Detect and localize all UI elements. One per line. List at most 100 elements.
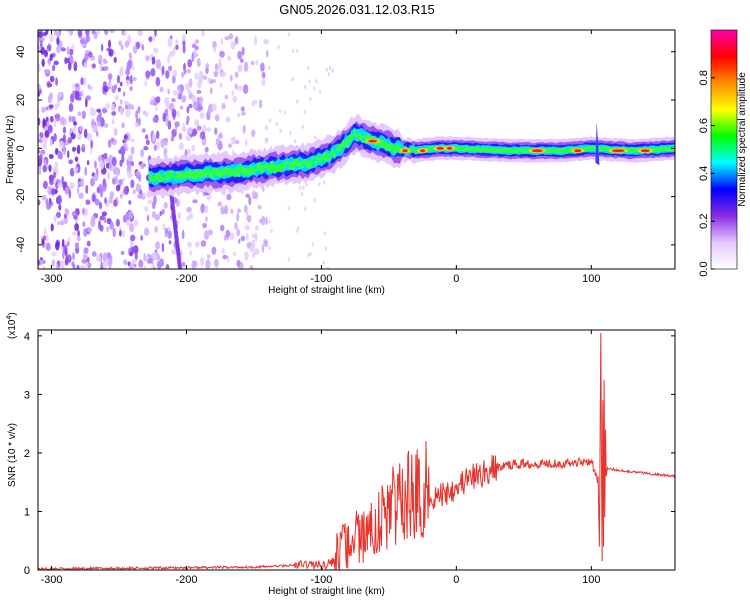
ridge-dot — [150, 172, 155, 177]
ridge-dot — [156, 172, 160, 176]
noise-speckle — [41, 194, 47, 201]
noise-speckle — [181, 95, 187, 103]
noise-speckle — [234, 71, 239, 78]
noise-speckle — [225, 229, 231, 238]
noise-speckle — [122, 177, 126, 182]
noise-speckle — [194, 119, 200, 127]
noise-speckle — [38, 170, 42, 175]
noise-speckle — [187, 241, 193, 248]
noise-speckle — [165, 264, 170, 269]
noise-speckle — [147, 199, 153, 204]
noise-speckle — [46, 44, 52, 52]
noise-speckle — [79, 125, 83, 132]
noise-speckle — [313, 86, 316, 91]
noise-speckle — [264, 137, 269, 144]
noise-speckle — [67, 150, 70, 159]
noise-speckle — [41, 58, 45, 67]
noise-speckle — [103, 85, 109, 93]
noise-speckle — [125, 79, 130, 86]
noise-speckle — [188, 103, 193, 109]
noise-speckle — [143, 146, 149, 151]
snr-xtick-label: 0 — [453, 574, 459, 586]
noise-speckle — [154, 30, 157, 37]
noise-speckle — [78, 181, 81, 186]
noise-speckle — [114, 95, 120, 101]
noise-speckle — [177, 211, 182, 220]
noise-speckle — [90, 177, 95, 187]
ridge-dot — [345, 144, 349, 148]
noise-speckle — [68, 189, 72, 199]
noise-speckle — [40, 46, 45, 55]
noise-speckle — [304, 84, 307, 90]
noise-speckle — [55, 113, 61, 122]
noise-speckle — [127, 154, 133, 162]
noise-speckle — [51, 64, 56, 72]
noise-speckle — [226, 193, 232, 201]
ridge-hotspot — [446, 146, 453, 150]
figure-title: GN05.2026.031.12.03.R15 — [279, 2, 434, 17]
noise-speckle — [192, 260, 198, 268]
noise-speckle — [112, 227, 116, 238]
noise-speckle — [287, 206, 290, 211]
noise-speckle — [120, 44, 124, 51]
noise-speckle — [106, 226, 110, 233]
ridge-band-4 — [148, 129, 675, 183]
noise-speckle — [213, 46, 217, 53]
noise-speckle — [232, 95, 238, 103]
noise-speckle — [83, 247, 89, 254]
ridge-dot — [183, 177, 187, 182]
noise-speckle — [186, 115, 190, 123]
colorbar-label: Normalized spectral amplitude — [737, 72, 748, 207]
noise-speckle — [196, 89, 202, 94]
noise-speckle — [110, 137, 115, 143]
noise-speckle — [228, 33, 234, 40]
noise-speckle — [103, 66, 108, 72]
noise-speckle — [240, 106, 245, 112]
noise-speckle — [55, 77, 58, 86]
noise-speckle — [59, 116, 66, 126]
noise-speckle — [120, 250, 125, 256]
noise-speckle — [128, 200, 132, 205]
ridge-dot — [167, 176, 171, 180]
noise-speckle — [232, 251, 237, 256]
noise-speckle — [79, 38, 85, 45]
noise-speckle — [125, 109, 131, 118]
noise-speckle — [123, 259, 128, 266]
ridge-dot — [323, 157, 328, 161]
heatmap-xlabel: Height of straight line (km) — [268, 285, 385, 296]
noise-streak — [177, 266, 183, 269]
noise-speckle — [169, 102, 175, 111]
noise-speckle — [49, 115, 54, 123]
noise-speckle — [64, 57, 68, 65]
noise-speckle — [113, 199, 118, 207]
noise-speckle — [150, 68, 156, 77]
noise-speckle — [198, 70, 204, 80]
noise-speckle — [161, 208, 165, 215]
noise-speckle — [73, 121, 78, 126]
noise-speckle — [235, 140, 240, 145]
noise-speckle — [323, 180, 326, 185]
noise-speckle — [140, 235, 143, 241]
ridge-dot — [226, 167, 231, 172]
noise-speckle — [234, 83, 238, 90]
noise-speckle — [325, 67, 328, 72]
noise-speckle — [318, 182, 321, 187]
signal-ridge — [148, 114, 675, 199]
noise-speckle — [300, 191, 304, 197]
noise-speckle — [68, 102, 74, 112]
noise-speckle — [122, 91, 126, 97]
noise-speckle — [145, 139, 150, 146]
noise-speckle — [215, 138, 220, 146]
noise-speckle — [313, 198, 316, 203]
noise-speckle — [160, 138, 165, 148]
noise-speckle — [105, 103, 110, 109]
ridge-hotspot — [436, 146, 444, 150]
noise-speckle — [155, 59, 162, 69]
noise-speckle — [83, 254, 87, 261]
snr-ytick-label: 1 — [24, 506, 30, 518]
noise-speckle — [167, 88, 170, 95]
noise-speckle — [144, 80, 147, 87]
noise-speckle — [206, 127, 211, 132]
heatmap-xtick-label: 100 — [582, 273, 600, 285]
noise-speckle — [64, 186, 70, 195]
